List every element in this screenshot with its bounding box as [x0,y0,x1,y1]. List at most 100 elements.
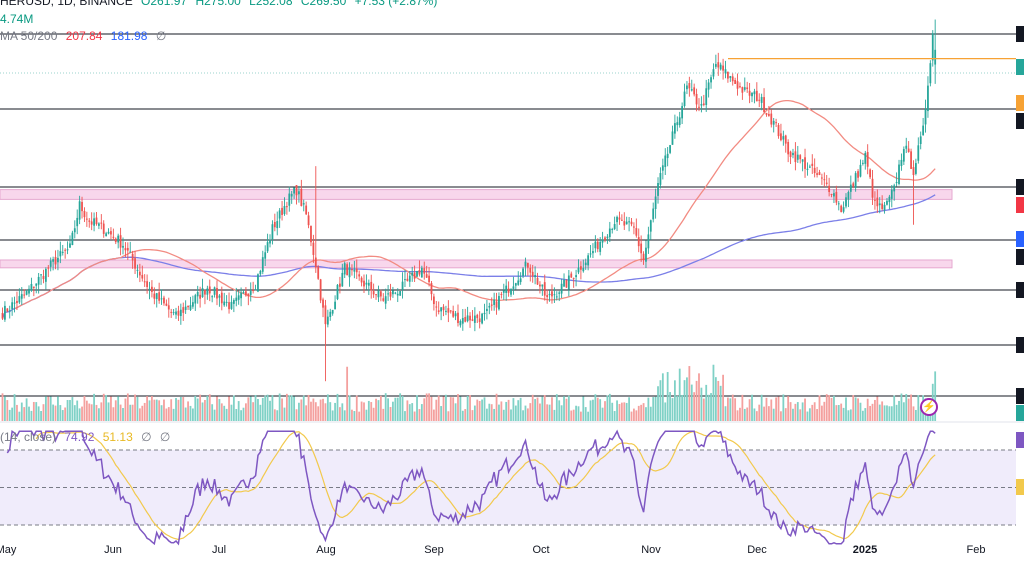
volume-bar [245,403,247,421]
volume-bar [379,395,382,421]
candle-body [283,206,286,215]
time-axis[interactable]: May Jun Jul Aug Sep Oct Nov Dec 2025 Feb [0,544,985,556]
volume-bar [510,409,512,421]
candle-body [355,268,358,273]
volume-bar [469,395,471,421]
volume-bar [895,404,898,421]
volume-bar [47,396,50,421]
volume-bar [365,409,368,421]
candle-body [452,310,455,317]
candle-body [536,277,539,285]
volume-bar [78,408,81,421]
volume-bar [44,396,47,421]
candle-body [806,168,809,170]
candle-body [539,284,541,287]
candle-body [755,90,758,102]
candle-body [25,291,28,295]
volume-bar [792,408,794,421]
candle-body [767,113,770,116]
volume-bar [473,405,476,421]
symbol-title[interactable]: HERUSD, 1D, BINANCE [0,0,133,8]
volume-bar [551,397,553,421]
candle-body [760,97,763,103]
volume-bar [252,402,255,421]
volume-bar [13,394,16,421]
volume-bar [620,402,623,421]
candle-body [119,235,122,248]
candle-body [194,295,197,304]
candle-body [698,106,700,108]
time-tick-label: Aug [316,544,336,556]
volume-bar [724,406,727,421]
volume-bar [633,408,635,421]
volume-bar [110,396,112,421]
volume-bar [237,401,240,421]
volume-bar [428,393,430,421]
lightning-icon[interactable]: ⚡ [920,398,938,416]
volume-bar [355,395,358,421]
candle-body [114,238,117,243]
candle-body [232,300,235,304]
candle-body [849,184,852,192]
volume-bar [57,396,59,421]
volume-bar [604,401,606,421]
volume-bar [539,403,541,421]
candle-body [418,270,421,275]
candle-body [6,308,9,312]
volume-bar [775,397,778,421]
volume-bar [375,398,377,421]
candle-body [435,306,438,308]
volume-bar [483,397,486,421]
candle-body [110,231,112,235]
candle-body [765,113,768,115]
candle-body [563,279,565,287]
volume-bar [23,407,26,421]
candle-body [175,311,177,315]
ma-legend[interactable]: MA 50/200 207.84 181.98 ∅ [0,29,171,43]
candle-body [707,82,710,90]
volume-bar [459,396,462,421]
candle-body [216,287,218,299]
volume-bar [736,410,739,421]
candle-body [401,281,404,290]
volume-bar [825,394,828,421]
volume-bar [592,399,594,421]
volume-bar [418,409,421,421]
rsi-marker [1016,432,1024,448]
volume-bar [652,397,655,421]
candle-body [630,221,633,225]
candle-body [182,307,185,313]
volume-bar [835,405,838,421]
candle-body [775,122,778,124]
volume-bar [4,396,6,421]
candle-body [743,87,746,90]
volume-bar [107,402,110,421]
candle-body [334,301,336,310]
rsi-legend[interactable]: (14, close) 74.92 51.13 ∅ ∅ [0,430,175,444]
candle-body [71,232,74,246]
volume-bar [914,409,917,421]
candle-body [876,197,879,207]
candle-body [890,189,893,199]
volume-bar [54,405,57,421]
volume-bar [358,411,361,421]
candle-body [934,49,937,65]
candle-body [924,109,927,125]
volume-bar [637,405,640,421]
candle-body [681,106,684,119]
candle-body [900,159,903,166]
candle-body [404,279,406,281]
candle-body [611,229,614,231]
volume-bar [722,374,724,421]
candle-body [772,120,775,125]
volume-bar [430,396,433,421]
volume-bar [657,386,659,421]
candle-body [804,157,806,169]
candle-body [32,286,35,288]
candle-body [833,193,835,197]
volume-bar [242,407,245,421]
time-tick-label: Jul [212,544,226,556]
volume-bar [367,400,370,421]
candle-body [907,148,910,153]
